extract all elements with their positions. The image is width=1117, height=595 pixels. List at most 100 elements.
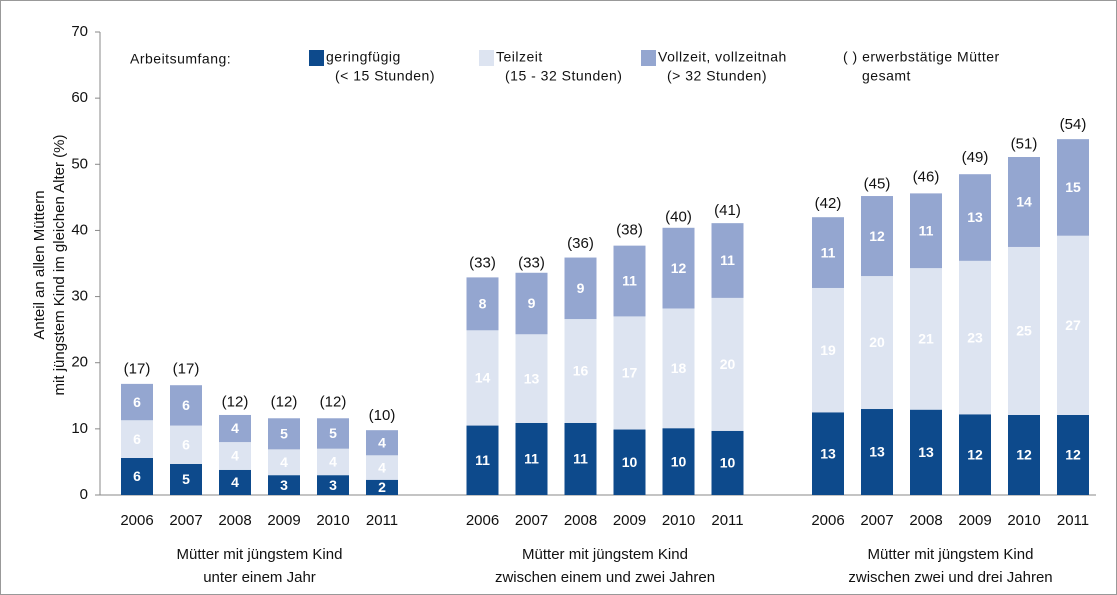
group-label: zwischen einem und zwei Jahren bbox=[495, 569, 715, 586]
x-tick-label: 2009 bbox=[613, 512, 646, 529]
value-label: 5 bbox=[280, 426, 288, 442]
value-label: 13 bbox=[820, 445, 836, 461]
y-axis-label: mit jüngstem Kind im gleichen Alter (%) bbox=[51, 135, 68, 396]
legend-swatch bbox=[641, 50, 656, 66]
bar-segment bbox=[170, 385, 202, 426]
bar-segment bbox=[662, 308, 695, 429]
bar-segment bbox=[613, 245, 646, 317]
value-label: 20 bbox=[720, 356, 736, 372]
value-label: 9 bbox=[577, 280, 585, 296]
value-label: 10 bbox=[671, 453, 687, 469]
bar-segment bbox=[121, 420, 153, 458]
group-label: Mütter mit jüngstem Kind bbox=[522, 546, 688, 563]
x-tick-label: 2007 bbox=[860, 512, 893, 529]
total-label: (45) bbox=[864, 175, 891, 192]
total-label: (51) bbox=[1011, 136, 1038, 153]
bar-segment bbox=[170, 425, 202, 464]
total-label: (40) bbox=[665, 208, 692, 225]
x-tick-label: 2008 bbox=[909, 512, 942, 529]
y-tick-label: 70 bbox=[71, 23, 88, 40]
value-label: 19 bbox=[820, 342, 836, 358]
total-label: (42) bbox=[815, 195, 842, 212]
value-label: 12 bbox=[1065, 447, 1081, 463]
x-tick-label: 2011 bbox=[366, 512, 398, 529]
y-tick-label: 10 bbox=[71, 420, 88, 437]
bar-segment bbox=[466, 330, 499, 426]
x-tick-label: 2008 bbox=[564, 512, 597, 529]
bar-segment bbox=[1057, 235, 1089, 415]
value-label: 25 bbox=[1016, 323, 1032, 339]
bar-segment bbox=[366, 430, 398, 456]
group-label: unter einem Jahr bbox=[203, 569, 316, 586]
total-label: (46) bbox=[913, 169, 940, 186]
value-label: 15 bbox=[1065, 179, 1081, 195]
bar-segment bbox=[564, 422, 597, 495]
bar-segment bbox=[861, 409, 893, 495]
total-label: (54) bbox=[1060, 116, 1087, 133]
value-label: 4 bbox=[378, 459, 386, 475]
total-label: (33) bbox=[518, 255, 545, 272]
x-tick-label: 2006 bbox=[811, 512, 844, 529]
total-label: (12) bbox=[320, 394, 347, 411]
bar-segment bbox=[1008, 157, 1040, 247]
bar-segment bbox=[317, 475, 349, 495]
x-tick-label: 2011 bbox=[711, 512, 743, 529]
legend-label: (< 15 Stunden) bbox=[335, 68, 435, 84]
legend-label: Vollzeit, vollzeitnah bbox=[658, 49, 787, 65]
bar-segment bbox=[268, 449, 300, 476]
bar-segment bbox=[515, 422, 548, 495]
bar-segment bbox=[1057, 414, 1089, 495]
value-label: 3 bbox=[280, 477, 288, 493]
legend-title: Arbeitsumfang: bbox=[130, 51, 231, 67]
y-axis-label: Anteil an allen Müttern bbox=[31, 190, 48, 339]
bar-segment bbox=[613, 429, 646, 495]
value-label: 9 bbox=[528, 295, 536, 311]
value-label: 12 bbox=[967, 446, 983, 462]
value-label: 4 bbox=[378, 434, 386, 450]
value-label: 6 bbox=[133, 468, 141, 484]
value-label: 12 bbox=[1016, 447, 1032, 463]
legend-label: (15 - 32 Stunden) bbox=[505, 68, 622, 84]
y-tick-label: 20 bbox=[71, 354, 88, 371]
legend-swatch bbox=[309, 50, 324, 66]
bar-segment bbox=[466, 277, 499, 331]
group-label: Mütter mit jüngstem Kind bbox=[868, 546, 1034, 563]
value-label: 4 bbox=[231, 474, 239, 490]
bar-segment bbox=[515, 334, 548, 423]
value-label: 11 bbox=[821, 244, 836, 260]
legend-note: ( ) erwerbstätige Mütter bbox=[843, 49, 1000, 65]
value-label: 27 bbox=[1065, 317, 1081, 333]
bar-segment bbox=[268, 418, 300, 450]
total-label: (41) bbox=[714, 202, 741, 219]
total-label: (12) bbox=[222, 394, 249, 411]
bar-segment bbox=[121, 457, 153, 495]
bar-segment bbox=[959, 414, 991, 495]
bar-segment bbox=[564, 257, 597, 320]
bar-segment bbox=[170, 463, 202, 495]
bar-segment bbox=[317, 418, 349, 449]
bar-segment bbox=[317, 448, 349, 476]
bar-segment bbox=[219, 442, 251, 470]
value-label: 12 bbox=[869, 228, 885, 244]
value-label: 14 bbox=[1016, 194, 1032, 210]
bar-segment bbox=[812, 217, 844, 288]
value-label: 8 bbox=[479, 296, 487, 312]
value-label: 4 bbox=[329, 454, 337, 470]
total-label: (10) bbox=[369, 407, 396, 424]
x-tick-label: 2010 bbox=[662, 512, 695, 529]
y-tick-label: 60 bbox=[71, 89, 88, 106]
bar-segment bbox=[910, 193, 942, 269]
value-label: 18 bbox=[671, 360, 687, 376]
bar-segment bbox=[515, 272, 548, 335]
bar-segment bbox=[121, 383, 153, 421]
total-label: (17) bbox=[124, 361, 151, 378]
group-label: zwischen zwei und drei Jahren bbox=[848, 569, 1052, 586]
bar-segment bbox=[662, 227, 695, 309]
bar-segment bbox=[366, 479, 398, 495]
value-label: 11 bbox=[475, 452, 490, 468]
value-label: 13 bbox=[869, 444, 885, 460]
y-tick-label: 0 bbox=[80, 486, 88, 503]
value-label: 4 bbox=[231, 448, 239, 464]
total-label: (36) bbox=[567, 235, 594, 252]
